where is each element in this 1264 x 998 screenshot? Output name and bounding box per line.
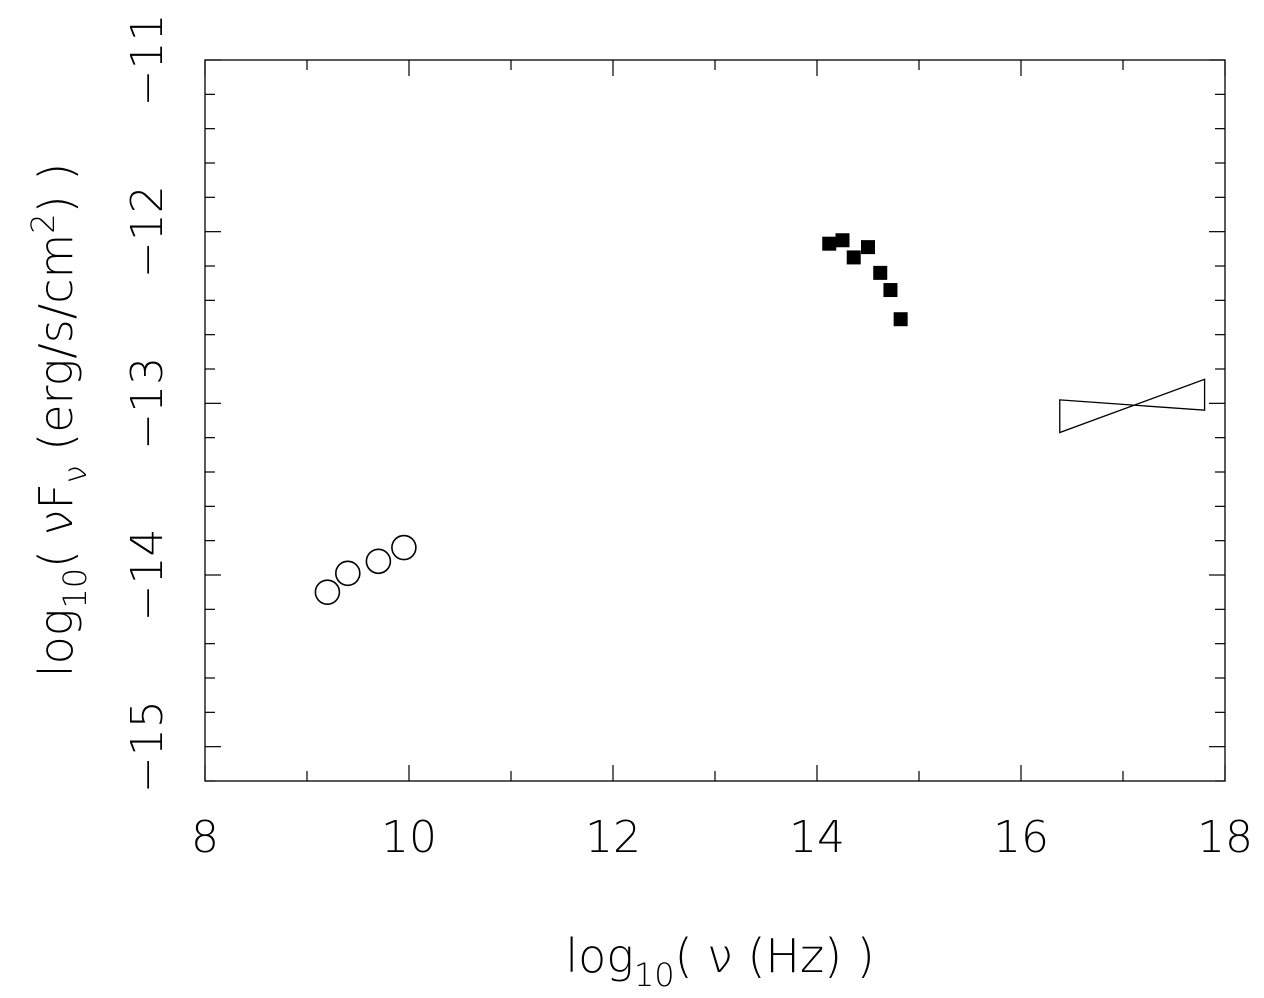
x-tick-label: 10 — [381, 812, 437, 863]
x-tick-label: 16 — [993, 812, 1049, 863]
y-tick-label: −14 — [122, 529, 173, 622]
x-tick-label: 8 — [191, 812, 219, 863]
y-tick-label: −11 — [122, 14, 173, 107]
filled-square-point — [873, 265, 888, 280]
x-axis-label: log10( ν (Hz) ) — [565, 929, 874, 994]
filled-square-point — [893, 312, 908, 327]
y-tick-label: −15 — [122, 700, 173, 793]
x-tick-labels: 8 10 12 14 16 18 — [191, 812, 1253, 863]
filled-square-point — [835, 233, 850, 248]
open-circle-point — [334, 560, 361, 587]
axis-ticks — [204, 59, 1226, 782]
y-tick-label: −12 — [122, 185, 173, 278]
filled-square-point — [846, 250, 861, 265]
filled-square-point — [822, 236, 837, 251]
plot-frame — [204, 59, 1226, 782]
data-marks — [314, 233, 1206, 605]
open-circle-point — [365, 548, 392, 575]
y-tick-labels: −11 −12 −13 −14 −15 — [122, 14, 173, 794]
x-tick-label: 12 — [585, 812, 641, 863]
y-tick-label: −13 — [122, 357, 173, 450]
x-tick-label: 18 — [1197, 812, 1253, 863]
y-axis-label: log10( νFν (erg/s/cm2) ) — [24, 163, 94, 677]
filled-square-point — [883, 283, 898, 298]
xray-bowtie — [1059, 378, 1206, 434]
open-circle-point — [391, 534, 417, 561]
open-circle-point — [314, 579, 341, 605]
filled-square-point — [861, 240, 875, 255]
x-tick-label: 14 — [789, 812, 845, 863]
